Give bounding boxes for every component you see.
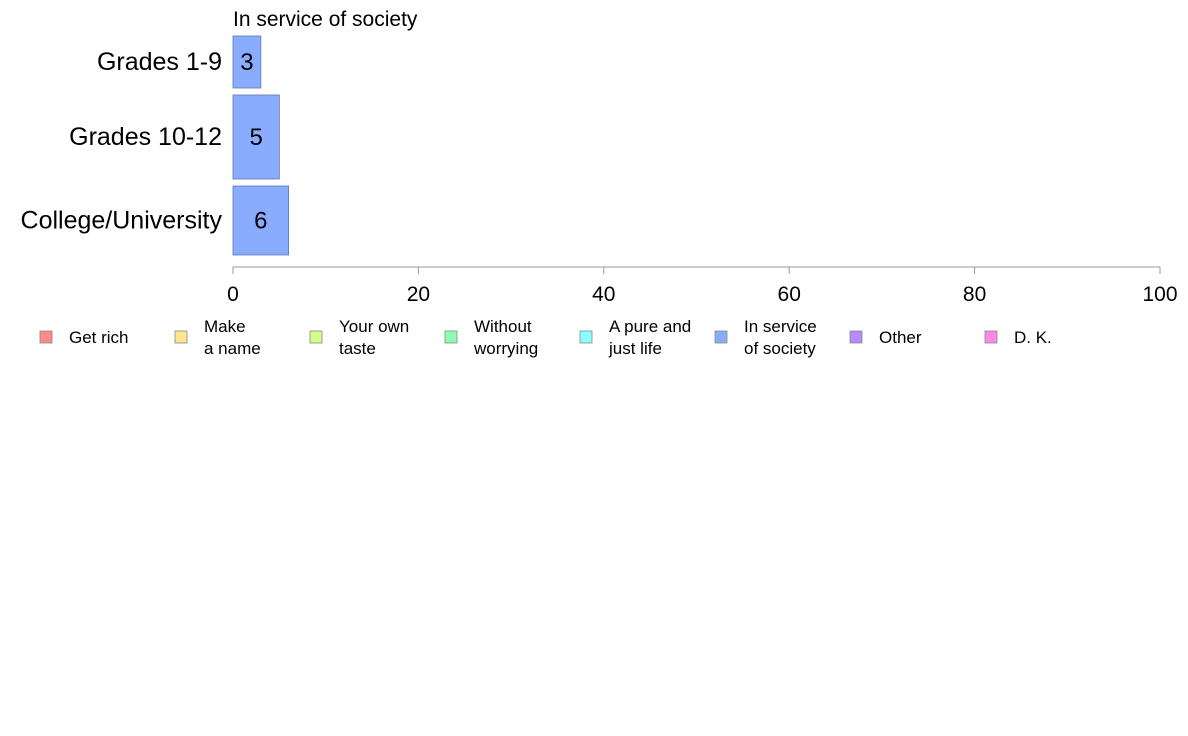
data-label: 5 [249,124,262,151]
x-tick-label: 100 [1142,283,1177,306]
legend-label: D. K. [1014,328,1052,347]
legend-label: Get rich [69,328,129,347]
legend-label: worrying [473,339,538,358]
legend-item: A pure and just life [579,317,691,358]
legend-swatch [174,330,188,344]
legend-label: just life [608,339,662,358]
bar [232,185,290,256]
category-labels: Grades 1-9 Grades 10-12 College/University [21,48,223,235]
x-tick-label: 40 [592,283,615,306]
x-tick-label: 60 [778,283,801,306]
legend-item: Your own taste [309,317,409,358]
data-label: 3 [240,49,253,76]
x-tick-label: 80 [963,283,986,306]
legend-item: Make a name [174,317,261,358]
x-tick-label: 0 [227,283,239,306]
legend-label: a name [204,339,261,358]
legend-item: D. K. [984,328,1052,347]
x-axis: 0 20 40 60 80 100 [227,266,1178,306]
legend-swatch [984,330,998,344]
legend-label: Without [474,317,532,336]
legend-swatch [714,330,728,344]
legend-label: Your own [339,317,409,336]
legend-swatch [39,330,53,344]
category-label: Grades 10-12 [69,123,222,151]
legend-item: Without worrying [444,317,538,358]
chart-title: In service of society [233,8,418,31]
legend-label: Make [204,317,246,336]
legend-item: In service of society [714,317,817,358]
bar [232,35,262,89]
legend-swatch [309,330,323,344]
legend-item: Other [849,328,922,347]
legend-item: Get rich [39,328,129,347]
bars: 3 5 6 [232,35,290,256]
legend-label: Other [879,328,922,347]
category-label: College/University [21,207,223,235]
legend-label: A pure and [609,317,691,336]
data-label: 6 [254,208,267,235]
legend: Get rich Make a name Your own taste Without wo… [39,317,1052,358]
x-tick-label: 20 [407,283,430,306]
legend-label: taste [339,339,376,358]
category-label: Grades 1-9 [97,48,222,76]
legend-label: of society [744,339,816,358]
bar [232,94,280,180]
legend-label: In service [744,317,817,336]
legend-swatch [579,330,593,344]
legend-swatch [849,330,863,344]
legend-swatch [444,330,458,344]
